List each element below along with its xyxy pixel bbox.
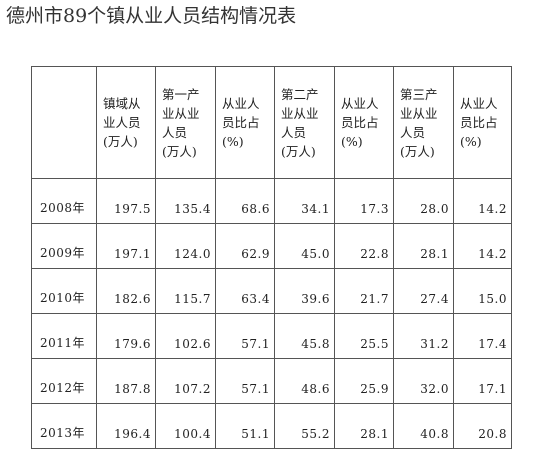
value-cell: 57.1 bbox=[215, 313, 275, 359]
header-cell-line: (%) bbox=[460, 134, 482, 149]
header-cell-line: 业从业 bbox=[400, 105, 438, 121]
value-cell: 14.2 bbox=[453, 178, 512, 224]
value-cell: 196.4 bbox=[96, 403, 156, 449]
table-row: 2011年 179.6 102.6 57.1 45.8 25.5 31.2 17.4 bbox=[31, 313, 512, 359]
header-cell-line: 人员 bbox=[162, 124, 188, 140]
value-cell: 32.0 bbox=[393, 358, 454, 404]
header-cell-line: 人员 bbox=[281, 124, 307, 140]
header-cell: 镇域从业人员 (万人) bbox=[96, 66, 156, 179]
value-cell: 25.5 bbox=[334, 313, 394, 359]
value-cell: 28.1 bbox=[393, 223, 454, 269]
header-cell-line: 业从业 bbox=[162, 105, 200, 121]
year-cell: 2013年 bbox=[31, 403, 97, 449]
value-cell: 62.9 bbox=[215, 223, 275, 269]
value-cell: 115.7 bbox=[155, 268, 216, 314]
value-cell: 15.0 bbox=[453, 268, 512, 314]
value-cell: 17.4 bbox=[453, 313, 512, 359]
header-cell-line: 业从业 bbox=[281, 105, 319, 121]
value-cell: 22.8 bbox=[334, 223, 394, 269]
header-cell-line: (%) bbox=[222, 134, 244, 149]
year-cell: 2008年 bbox=[31, 178, 97, 224]
value-cell: 63.4 bbox=[215, 268, 275, 314]
value-cell: 51.1 bbox=[215, 403, 275, 449]
table-header-row: 镇域从业人员 (万人) 第一产业从业人员 (万人) 从业人员比占 (%) 第二产业从业人员 (… bbox=[31, 66, 512, 179]
value-cell: 40.8 bbox=[393, 403, 454, 449]
header-cell-line: 从业人 bbox=[460, 96, 498, 111]
value-cell: 179.6 bbox=[96, 313, 156, 359]
value-cell: 100.4 bbox=[155, 403, 216, 449]
value-cell: 20.8 bbox=[453, 403, 512, 449]
header-cell-line: 第三产 bbox=[400, 86, 438, 102]
header-cell-line: (%) bbox=[341, 134, 363, 149]
value-cell: 187.8 bbox=[96, 358, 156, 404]
header-cell-line: (万人) bbox=[281, 143, 316, 159]
page-title: 德州市89个镇从业人员结构情况表 bbox=[6, 5, 297, 27]
value-cell: 31.2 bbox=[393, 313, 454, 359]
header-cell-line: 员比占 bbox=[460, 115, 498, 130]
value-cell: 17.1 bbox=[453, 358, 512, 404]
table-row: 2009年 197.1 124.0 62.9 45.0 22.8 28.1 14.2 bbox=[31, 223, 512, 269]
header-cell-line: 人员 bbox=[400, 124, 426, 140]
value-cell: 25.9 bbox=[334, 358, 394, 404]
header-cell-line: (万人) bbox=[400, 143, 435, 159]
table-row: 2008年 197.5 135.4 68.6 34.1 17.3 28.0 14.2 bbox=[31, 178, 512, 224]
year-cell: 2009年 bbox=[31, 223, 97, 269]
value-cell: 107.2 bbox=[155, 358, 216, 404]
header-cell: 第三产业从业人员 (万人) bbox=[393, 66, 454, 179]
header-cell: 第二产业从业人员 (万人) bbox=[274, 66, 335, 179]
header-cell-corner bbox=[31, 66, 97, 179]
value-cell: 55.2 bbox=[274, 403, 335, 449]
value-cell: 57.1 bbox=[215, 358, 275, 404]
value-cell: 34.1 bbox=[274, 178, 335, 224]
value-cell: 102.6 bbox=[155, 313, 216, 359]
value-cell: 28.0 bbox=[393, 178, 454, 224]
value-cell: 27.4 bbox=[393, 268, 454, 314]
table-body: 2008年 197.5 135.4 68.6 34.1 17.3 28.0 14.2 2009年… bbox=[31, 178, 512, 449]
value-cell: 68.6 bbox=[215, 178, 275, 224]
value-cell: 197.5 bbox=[96, 178, 156, 224]
header-cell-line: 第二产 bbox=[281, 86, 319, 102]
header-cell-line: (万人) bbox=[103, 134, 138, 149]
header-cell-line: 从业人 bbox=[341, 96, 379, 111]
value-cell: 182.6 bbox=[96, 268, 156, 314]
header-cell-line: 从业人 bbox=[222, 96, 260, 111]
value-cell: 45.8 bbox=[274, 313, 335, 359]
header-cell-line: 员比占 bbox=[341, 115, 379, 130]
value-cell: 45.0 bbox=[274, 223, 335, 269]
table-row: 2010年 182.6 115.7 63.4 39.6 21.7 27.4 15.0 bbox=[31, 268, 512, 314]
value-cell: 48.6 bbox=[274, 358, 335, 404]
value-cell: 17.3 bbox=[334, 178, 394, 224]
table-row: 2012年 187.8 107.2 57.1 48.6 25.9 32.0 17.1 bbox=[31, 358, 512, 404]
header-cell: 从业人员比占 (%) bbox=[453, 66, 512, 179]
value-cell: 39.6 bbox=[274, 268, 335, 314]
header-cell-line: (万人) bbox=[162, 143, 197, 159]
value-cell: 14.2 bbox=[453, 223, 512, 269]
employment-structure-table: 镇域从业人员 (万人) 第一产业从业人员 (万人) 从业人员比占 (%) 第二产业从业人员 (… bbox=[31, 66, 512, 449]
header-cell: 从业人员比占 (%) bbox=[215, 66, 275, 179]
value-cell: 135.4 bbox=[155, 178, 216, 224]
header-cell-line: 业人员 bbox=[103, 115, 141, 130]
table-row: 2013年 196.4 100.4 51.1 55.2 28.1 40.8 20.8 bbox=[31, 403, 512, 449]
header-cell-line: 镇域从 bbox=[103, 96, 141, 111]
value-cell: 28.1 bbox=[334, 403, 394, 449]
value-cell: 197.1 bbox=[96, 223, 156, 269]
header-cell: 第一产业从业人员 (万人) bbox=[155, 66, 216, 179]
header-cell-line: 员比占 bbox=[222, 115, 260, 130]
year-cell: 2011年 bbox=[31, 313, 97, 359]
value-cell: 21.7 bbox=[334, 268, 394, 314]
header-cell-line: 第一产 bbox=[162, 86, 200, 102]
year-cell: 2010年 bbox=[31, 268, 97, 314]
header-cell: 从业人员比占 (%) bbox=[334, 66, 394, 179]
year-cell: 2012年 bbox=[31, 358, 97, 404]
value-cell: 124.0 bbox=[155, 223, 216, 269]
